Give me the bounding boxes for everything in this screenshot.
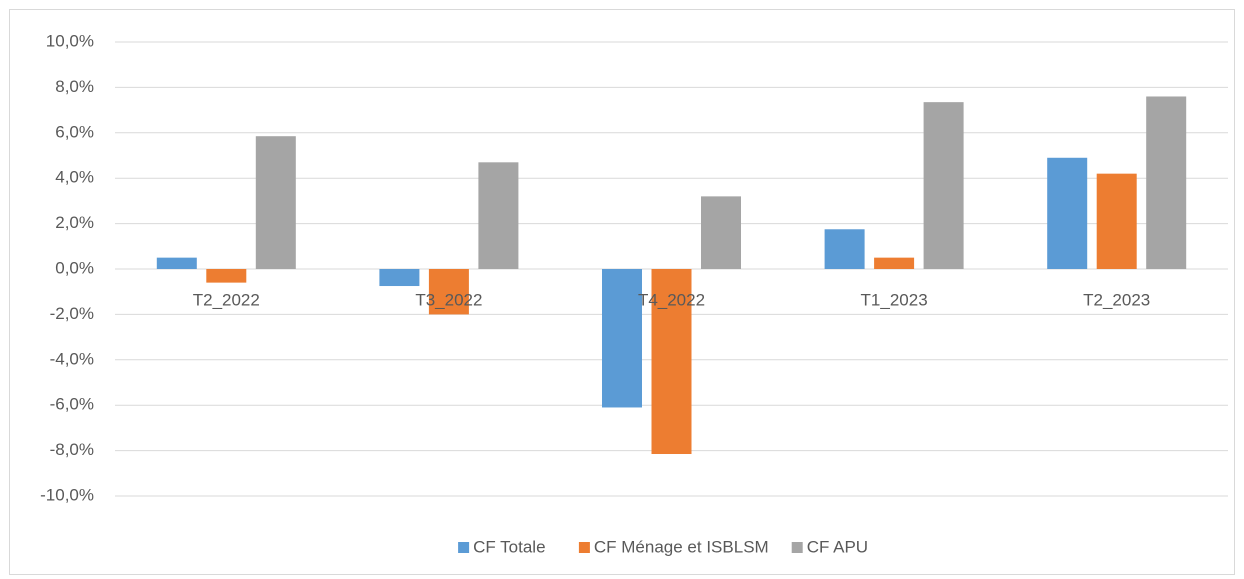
bar <box>923 102 964 269</box>
x-tick-label: T2_2023 <box>1083 290 1150 309</box>
bar <box>428 269 469 315</box>
bar <box>478 162 519 269</box>
y-tick-label: -2,0% <box>50 304 94 323</box>
y-tick-label: -10,0% <box>40 485 94 504</box>
bar <box>255 136 296 269</box>
legend-swatch <box>458 542 470 553</box>
bar <box>824 229 865 269</box>
bar <box>1096 173 1137 269</box>
bar <box>1047 157 1088 269</box>
legend-label: CF Ménage et ISBLSM <box>594 537 769 556</box>
bar <box>701 196 741 269</box>
legend-swatch <box>791 542 803 553</box>
x-tick-label: T3_2022 <box>415 290 482 309</box>
x-tick-label: T2_2022 <box>193 290 260 309</box>
y-tick-label: -8,0% <box>50 440 94 459</box>
bar <box>156 257 197 269</box>
y-tick-label: 10,0% <box>46 31 94 50</box>
legend-label: CF APU <box>807 537 868 556</box>
x-tick-label: T4_2022 <box>638 290 705 309</box>
y-tick-label: 4,0% <box>55 168 94 187</box>
bar <box>1146 96 1187 269</box>
bar <box>874 257 915 269</box>
y-tick-label: -4,0% <box>50 349 94 368</box>
y-tick-label: 0,0% <box>55 258 94 277</box>
bar <box>206 269 247 283</box>
y-tick-label: -6,0% <box>50 395 94 414</box>
y-tick-label: 8,0% <box>55 77 94 96</box>
bar <box>379 269 420 287</box>
bar <box>651 269 692 455</box>
legend-label: CF Totale <box>473 537 545 556</box>
y-tick-label: 2,0% <box>55 213 94 232</box>
x-tick-label: T1_2023 <box>861 290 928 309</box>
legend-swatch <box>578 542 590 553</box>
bar <box>602 269 642 408</box>
y-tick-label: 6,0% <box>55 122 94 141</box>
